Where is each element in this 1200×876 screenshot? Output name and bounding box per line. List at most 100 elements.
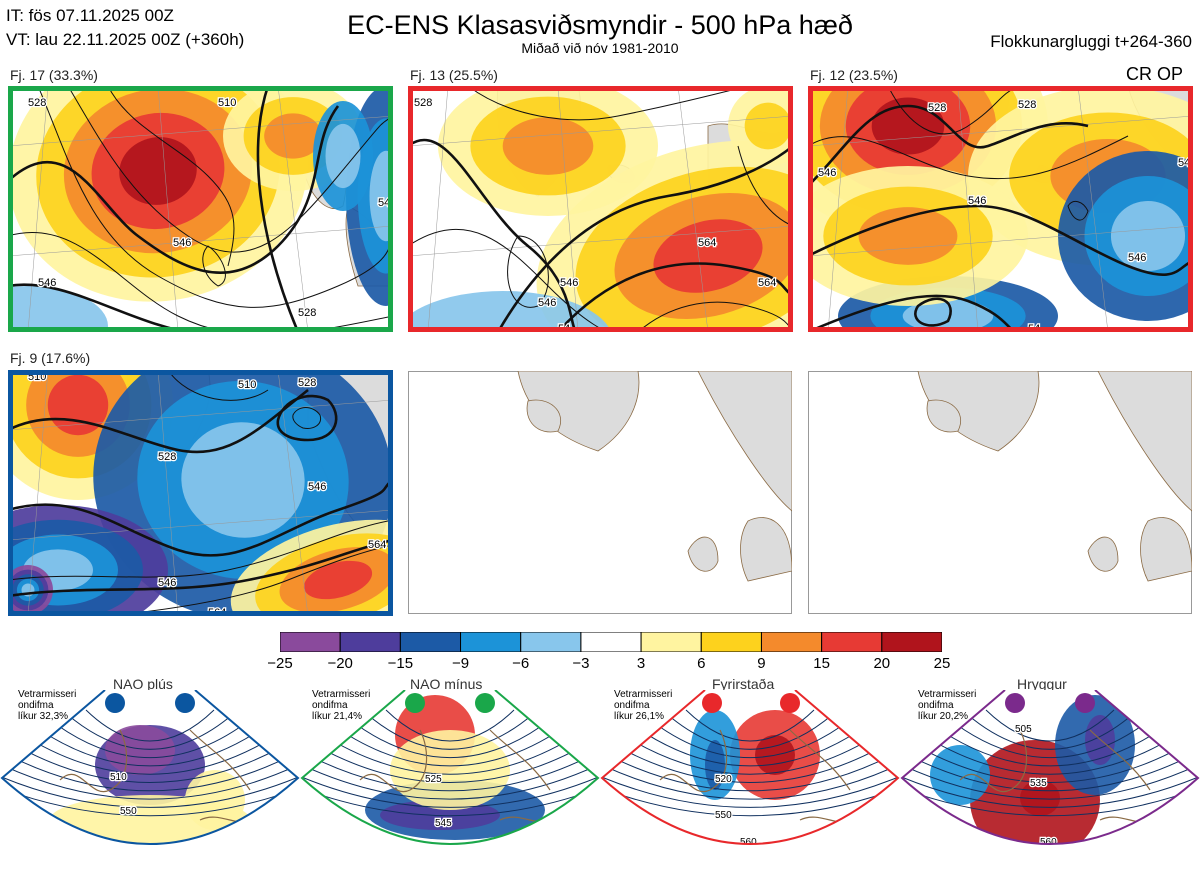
colorbar-tick: −20: [327, 655, 353, 672]
colorbar-bin: [881, 631, 943, 653]
height-contour: [302, 745, 598, 817]
height-contour: [908, 725, 1192, 775]
anomaly-area: [653, 219, 763, 293]
regime-3-note: Vetrarmisseri ondifma líkur 26,1%: [614, 689, 673, 722]
height-contour: [902, 729, 1198, 783]
regime-2-svg: 525 545 565: [300, 689, 600, 845]
regime-4-title: Hryggur: [1017, 676, 1067, 692]
graticule-line: [8, 509, 393, 541]
height-contour: [2, 741, 298, 808]
height-contour: [328, 721, 572, 767]
regime-marker-dot: [475, 693, 495, 713]
land-mass: [1140, 517, 1192, 582]
height-contour: [666, 713, 834, 750]
graticule-line: [277, 86, 309, 332]
regime-marker-dot: [175, 693, 195, 713]
cluster-frame: [8, 86, 393, 332]
anomaly-area: [105, 725, 175, 775]
height-contour: [966, 713, 1134, 750]
height-contour: [507, 235, 549, 308]
height-contour: [602, 741, 898, 808]
contour-label: 54: [1178, 157, 1190, 169]
contour-label: 550: [715, 810, 732, 821]
contour-label: 546: [38, 277, 56, 289]
contour-label: 528: [298, 377, 316, 389]
height-contour: [8, 538, 393, 598]
colorbar-bin: [339, 631, 401, 653]
height-contour: [308, 725, 592, 775]
height-contour: [66, 713, 234, 750]
contour-label: 550: [120, 806, 137, 817]
regime-3-svg: 520 550 560: [600, 689, 900, 845]
graticule-line: [427, 86, 449, 332]
height-contour: [947, 717, 1153, 759]
contour-label: 560: [1040, 837, 1057, 848]
contour-label: 528: [28, 97, 46, 109]
colorbar-tick: 20: [873, 655, 891, 672]
contour-label: 546: [560, 277, 578, 289]
contour-label: 528: [1018, 99, 1036, 111]
cluster-frame: [408, 86, 793, 332]
height-contour: [276, 394, 338, 442]
colorbar-bin: [580, 631, 642, 653]
anomaly-area: [1012, 848, 1048, 864]
contour-label: 510: [110, 772, 127, 783]
contour-label: 564: [368, 539, 386, 551]
empty-map-6: [808, 371, 1192, 614]
height-contour: [808, 135, 1129, 180]
cluster-frame: [808, 86, 1193, 332]
colorbar-svg: [279, 631, 943, 653]
height-contour: [902, 745, 1198, 817]
height-contour: [608, 725, 892, 775]
graticule-line: [1077, 86, 1109, 332]
height-contour: [8, 519, 393, 581]
height-contour: [467, 86, 749, 121]
anomaly-area: [390, 730, 510, 810]
height-contour: [107, 86, 235, 267]
graticule-line: [157, 370, 179, 616]
height-contour: [302, 741, 598, 808]
height-contour: [8, 105, 340, 274]
fan-frame: [300, 689, 600, 845]
cluster-3-label: Fj. 12 (23.5%): [810, 67, 898, 83]
colorbar-tick: −6: [512, 655, 530, 672]
height-contour: [1067, 200, 1089, 221]
contour-label: 546: [173, 237, 191, 249]
height-contour: [637, 301, 793, 332]
cluster-1-svg: 528546546546510528: [8, 86, 393, 332]
cluster-1-label: Fj. 17 (33.3%): [10, 67, 98, 83]
colorbar-tick: −9: [451, 655, 470, 672]
coastline: [359, 729, 428, 793]
height-contour: [8, 388, 309, 454]
empty-map-svg: [408, 371, 792, 614]
regime-2-note: Vetrarmisseri ondifma líkur 21,4%: [312, 689, 371, 722]
contour-label: 535: [1030, 778, 1047, 789]
regime-4-svg: 505 535 560: [900, 689, 1200, 864]
height-contour: [8, 478, 393, 557]
graticule-line: [27, 370, 49, 616]
classification-window: Flokkunargluggi t+264-360: [990, 32, 1192, 51]
land-mass: [526, 399, 561, 433]
contour-label: 505: [1015, 724, 1032, 735]
colorbar-bin: [640, 631, 702, 653]
graticule-line: [808, 115, 1193, 147]
coastline: [659, 729, 728, 793]
land-mass: [687, 536, 719, 572]
cluster-4-map: 510 528 528 546 546 564 564 510: [8, 370, 393, 616]
colorbar-tick: 9: [757, 655, 766, 672]
colorbar-bin: [520, 631, 582, 653]
empty-map-svg: [808, 371, 1192, 614]
valid-time: VT: lau 22.11.2025 00Z (+360h): [6, 30, 245, 49]
regime-marker-dot: [1075, 693, 1095, 713]
graticule-line: [8, 399, 393, 431]
fan-frame: [0, 689, 300, 845]
graticule-line: [957, 86, 979, 332]
height-contour: [347, 717, 553, 759]
regime-1-note: Vetrarmisseri ondifma líkur 32,3%: [18, 689, 77, 722]
coastline: [789, 729, 851, 791]
height-contour: [602, 745, 898, 817]
graticule-line: [677, 86, 709, 332]
cr-op-tag: CR OP: [1126, 64, 1184, 84]
